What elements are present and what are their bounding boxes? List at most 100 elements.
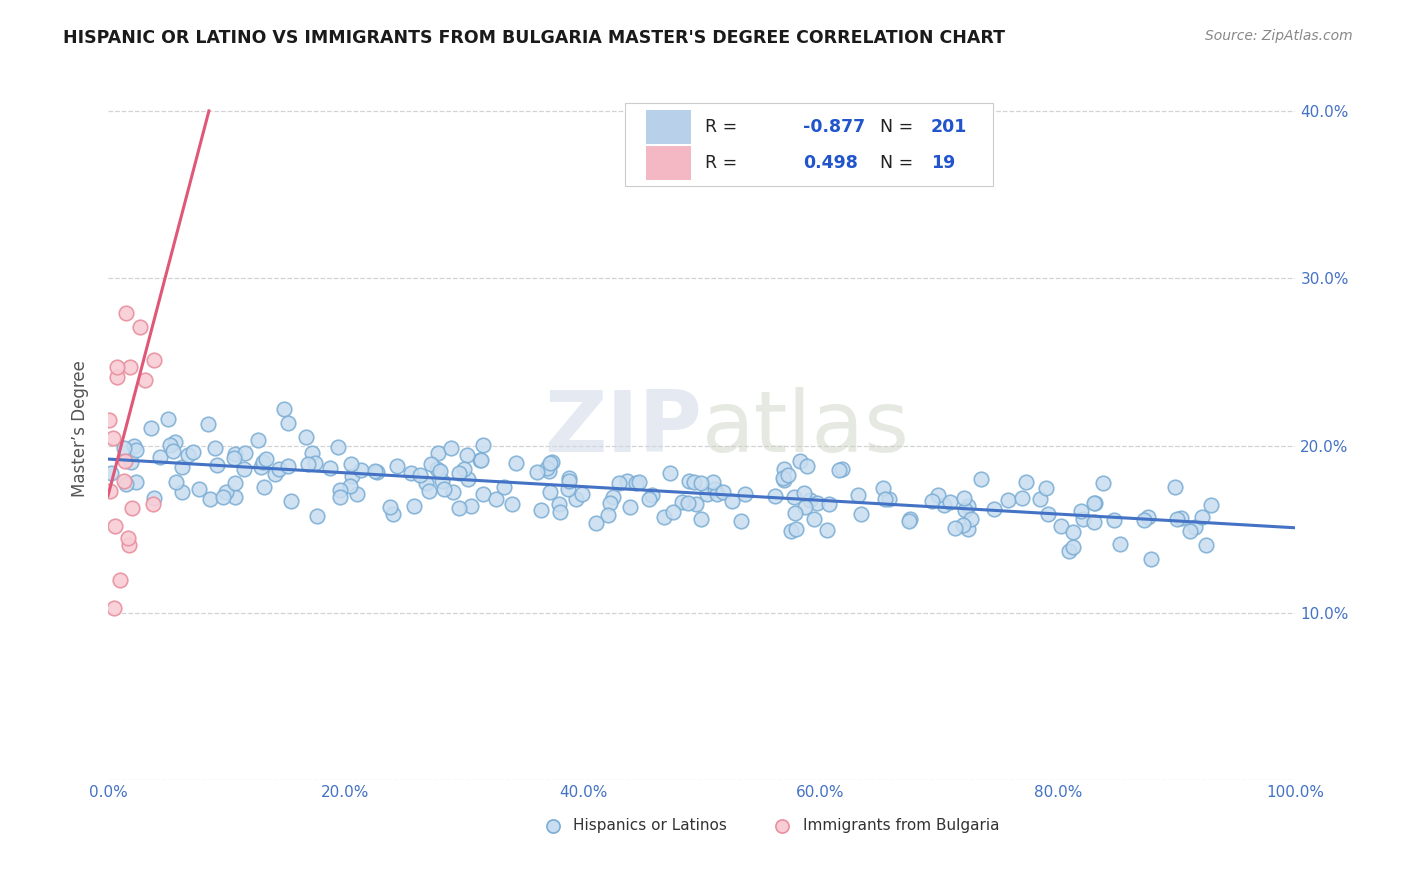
Point [125,475,148,490]
Point [252,455,274,469]
Point [785,522,807,536]
Text: N =: N = [880,118,918,136]
Point [803,511,825,525]
Point [505,456,527,470]
Point [1038,507,1060,521]
Point [277,458,299,473]
Point [222,451,245,466]
Bar [645,146,690,180]
Point [1062,540,1084,554]
Point [294,429,316,443]
Point [602,490,624,504]
Point [953,491,976,506]
Point [1140,552,1163,566]
Point [793,486,815,500]
Point [543,882,565,892]
Point [627,475,650,489]
Point [197,417,219,432]
Point [772,471,794,485]
Point [548,497,571,511]
Text: R =: R = [706,118,742,136]
Point [118,538,141,552]
Point [232,462,254,476]
Point [676,496,699,510]
Text: Source: ZipAtlas.com: Source: ZipAtlas.com [1205,29,1353,44]
Point [685,497,707,511]
Point [159,438,181,452]
Point [112,474,135,488]
Point [105,369,128,384]
Point [224,475,246,490]
Point [198,491,221,506]
Point [1191,510,1213,524]
Point [117,532,139,546]
Point [142,497,165,511]
Point [205,458,228,472]
Text: 19: 19 [931,154,955,172]
Point [457,472,479,486]
Point [780,524,803,538]
Point [492,480,515,494]
Point [799,492,821,507]
Point [619,500,641,514]
Point [233,446,256,460]
Text: Immigrants from Bulgaria: Immigrants from Bulgaria [803,819,1000,833]
Point [927,488,949,502]
Y-axis label: Master’s Degree: Master’s Degree [72,360,89,497]
Point [541,455,564,469]
Point [297,457,319,471]
Point [472,437,495,451]
Point [1133,512,1156,526]
Point [849,508,872,522]
Point [485,492,508,507]
Point [778,468,800,483]
Point [387,458,409,473]
Point [1170,510,1192,524]
Point [1083,515,1105,529]
Point [319,461,342,475]
Point [115,476,138,491]
Point [501,497,523,511]
Point [212,490,235,504]
Point [538,464,561,478]
Point [557,482,579,496]
Point [415,475,437,490]
Point [956,522,979,536]
Point [350,463,373,477]
Text: atlas: atlas [702,387,910,470]
Point [806,496,828,510]
Point [558,475,581,489]
Point [98,412,121,426]
Text: 0.498: 0.498 [803,154,858,172]
Point [1062,524,1084,539]
Point [224,447,246,461]
Point [409,467,432,482]
Point [181,444,204,458]
Point [1108,537,1130,551]
Point [796,458,818,473]
Point [831,461,853,475]
Point [943,521,966,535]
Point [772,882,794,892]
Point [162,444,184,458]
Point [121,501,143,516]
Point [149,450,172,465]
Point [711,485,734,500]
Point [877,491,900,506]
Point [329,483,352,497]
Point [134,373,156,387]
Point [346,487,368,501]
Point [970,471,993,485]
Point [247,434,270,448]
Point [472,487,495,501]
Point [277,416,299,430]
Point [706,487,728,501]
Point [526,466,548,480]
Point [172,485,194,500]
Point [1083,496,1105,510]
Point [170,460,193,475]
Point [616,475,638,489]
Point [264,467,287,482]
Point [267,462,290,476]
Text: ZIP: ZIP [544,387,702,470]
